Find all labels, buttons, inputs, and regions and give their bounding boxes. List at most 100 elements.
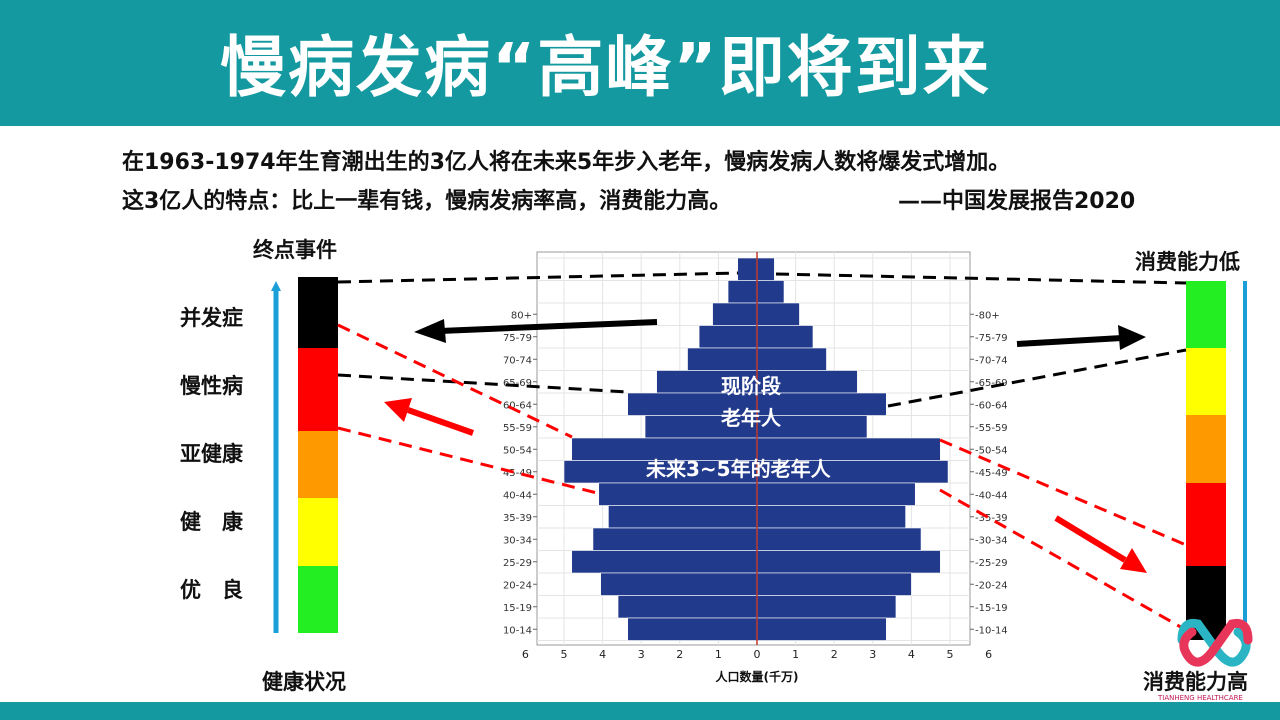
- age-tick-label-right: -40-44: [975, 490, 1008, 501]
- title-banner: 慢病发病“高峰”即将到来: [0, 0, 1280, 126]
- pyramid-bar-left: [598, 482, 758, 506]
- connector-dashed-black: [337, 271, 739, 284]
- x-tick-label: 4: [599, 648, 606, 661]
- arrow-head-red: [1120, 548, 1147, 573]
- company-logo: [1177, 618, 1253, 667]
- age-tick-label-right: -25-29: [975, 558, 1008, 569]
- health-level-subhealth: 亚健康: [180, 442, 243, 466]
- age-tick-label-left: 45-49: [503, 468, 532, 479]
- age-tick-label-right: -10-14: [975, 625, 1008, 636]
- connector-dashed-black: [775, 272, 1187, 285]
- age-tick-label-left: 35-39: [503, 513, 532, 524]
- arrow-shaft-black: [1016, 335, 1123, 347]
- health-level-healthy: 健 康: [180, 510, 243, 534]
- pyramid-bar-right: [756, 482, 916, 506]
- pyramid-bar-left: [600, 572, 758, 596]
- pyramid-bar-left: [698, 325, 758, 349]
- pyramid-bar-left: [627, 617, 758, 641]
- pyramid-bar-right: [756, 302, 800, 326]
- x-tick-label: 4: [908, 648, 915, 661]
- intro-line-2: 这3亿人的特点：比上一辈有钱，慢病发病率高，消费能力高。: [122, 189, 732, 214]
- pyramid-bar-left: [687, 347, 758, 371]
- pyramid-bar-left: [608, 505, 758, 529]
- pyramid-bar-right: [756, 595, 897, 619]
- age-tick-label-left: 40-44: [503, 490, 532, 501]
- health-scale-segment: [298, 566, 338, 633]
- age-tick-label-left: 15-19: [503, 603, 532, 614]
- consumption-scale-segment: [1186, 415, 1226, 483]
- arrow-shaft-red: [1054, 515, 1127, 563]
- arrow-head-black: [1118, 325, 1146, 350]
- age-tick-label-right: -65-69: [975, 378, 1008, 389]
- age-tick-label-left: 75-79: [503, 333, 532, 344]
- current-elderly-label-2: 老年人: [721, 406, 781, 430]
- consumption-scale-segment: [1186, 281, 1226, 348]
- connector-dashed-red: [939, 438, 1187, 547]
- age-tick-label-left: 30-34: [503, 535, 532, 546]
- age-tick-label-left: 50-54: [503, 445, 532, 456]
- pyramid-bar-left: [727, 280, 758, 304]
- pyramid-bar-right: [756, 550, 941, 574]
- future-elderly-label: 未来3~5年的老年人: [646, 457, 831, 481]
- health-scale-segment: [298, 348, 338, 431]
- x-tick-label: 3: [638, 648, 645, 661]
- x-tick-label: 0: [754, 648, 761, 661]
- age-tick-label-right: -70-74: [975, 355, 1008, 366]
- pyramid-bar-left: [737, 257, 758, 281]
- connector-dashed-red: [939, 488, 1187, 632]
- pyramid-bar-right: [756, 617, 887, 641]
- age-tick-label-left: 60-64: [503, 400, 532, 411]
- connector-dashed-black: [887, 348, 1187, 408]
- age-tick-label-left: 10-14: [503, 625, 532, 636]
- x-tick-label: 2: [831, 648, 838, 661]
- age-tick-label-right: -20-24: [975, 580, 1008, 591]
- age-tick-label-right: -75-79: [975, 333, 1008, 344]
- x-tick-label: 1: [715, 648, 722, 661]
- pyramid-bar-left: [592, 527, 758, 551]
- consumption-scale-segment: [1186, 348, 1226, 415]
- logo-text: TIANHENG HEALTHCARE: [1158, 694, 1243, 702]
- health-scale-segment: [298, 431, 338, 498]
- x-tick-label: 1: [792, 648, 799, 661]
- age-tick-label-left: 25-29: [503, 558, 532, 569]
- age-tick-label-left: 20-24: [503, 580, 532, 591]
- pyramid-bar-right: [756, 505, 906, 529]
- page-title: 慢病发病“高峰”即将到来: [220, 29, 991, 106]
- pyramid-bar-right: [756, 527, 922, 551]
- intro-source: ——中国发展报告2020: [898, 189, 1136, 214]
- pyramid-bar-right: [756, 572, 912, 596]
- age-tick-label-right: -35-39: [975, 513, 1008, 524]
- health-scale-segment: [298, 498, 338, 566]
- x-tick-label: 3: [869, 648, 876, 661]
- connector-dashed-red: [337, 426, 598, 495]
- health-scale-segment: [298, 277, 338, 348]
- arrow-shaft-black: [439, 319, 658, 334]
- arrow-head-red: [384, 398, 412, 422]
- connector-dashed-black: [337, 373, 629, 394]
- x-tick-label: 5: [947, 648, 954, 661]
- pyramid-bar-left: [712, 302, 758, 326]
- pyramid-bar-right: [756, 325, 814, 349]
- health-level-excellent: 优 良: [180, 578, 243, 602]
- age-tick-label-left: 55-59: [503, 423, 532, 434]
- health-top-label: 终点事件: [253, 238, 337, 262]
- x-tick-label: 5: [561, 648, 568, 661]
- age-tick-label-left: 70-74: [503, 355, 532, 366]
- arrow-head-black: [414, 319, 446, 343]
- pyramid-bar-right: [756, 347, 827, 371]
- arrow-shaft-red: [406, 407, 475, 436]
- x-tick-label: 2: [676, 648, 683, 661]
- age-tick-label-left: 65-69: [503, 378, 532, 389]
- pyramid-bar-right: [756, 257, 775, 281]
- footer-bar: [0, 702, 1280, 720]
- consumption-top-label: 消费能力低: [1135, 250, 1240, 274]
- pyramid-bar-right: [756, 280, 785, 304]
- age-tick-label-right: -60-64: [975, 400, 1008, 411]
- age-tick-label-right: -45-49: [975, 468, 1008, 479]
- consumption-scale-segment: [1186, 483, 1226, 566]
- intro-line-1: 在1963-1974年生育潮出生的3亿人将在未来5年步入老年，慢病发病人数将爆发…: [122, 150, 1011, 175]
- pyramid-bar-left: [571, 550, 758, 574]
- age-tick-label-left: 80+: [511, 310, 532, 321]
- connector-dashed-red: [337, 323, 573, 439]
